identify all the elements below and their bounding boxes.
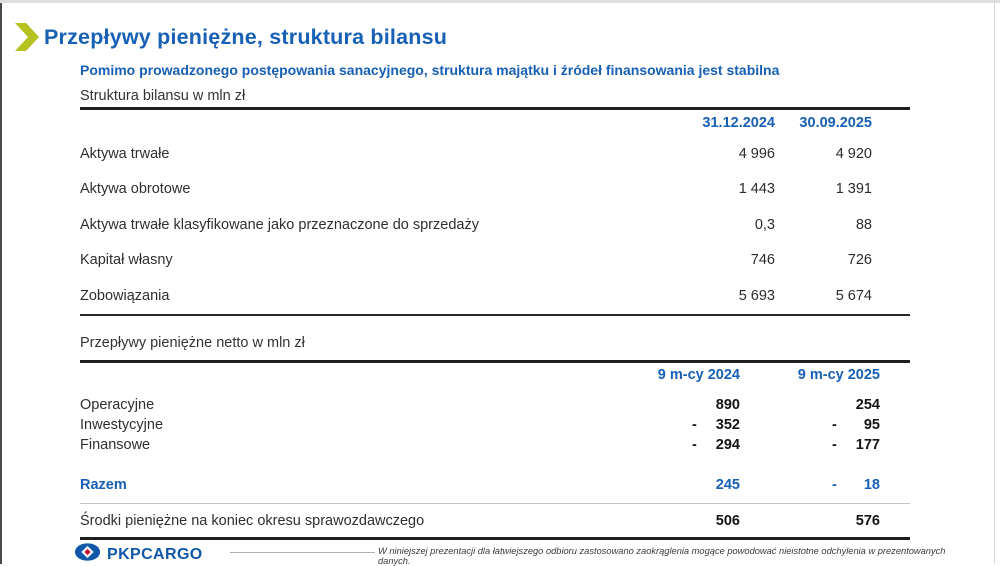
balance-header-row: 31.12.2024 30.09.2025 [80,110,910,136]
value-cell: -95 [832,417,880,433]
minus-sign: - [832,477,837,493]
table-rule [80,537,910,540]
value-cell: -177 [832,437,880,453]
column-header: 9 m-cy 2024 [657,367,740,383]
row-label: Razem [80,477,127,493]
row-label: Zobowiązania [80,287,170,304]
value-cell: 4 996 [738,145,775,162]
cashflow-header-row: 9 m-cy 2024 9 m-cy 2025 [80,363,910,387]
slide-footer: PKPCARGO W niniejszej prezentacji dla ła… [0,541,1000,566]
value-cell: 576 [855,512,880,529]
balance-table: 31.12.2024 30.09.2025 Aktywa trwałe 4 996… [80,107,910,316]
row-label: Inwestycyjne [80,417,164,433]
pkp-cargo-logo-icon [75,543,100,566]
balance-rows: Aktywa trwałe 4 996 4 920 Aktywa obrotowe 1 … [80,136,910,314]
value-cell: 1 391 [835,181,872,198]
column-header: 31.12.2024 [702,115,775,131]
table-row: Środki pieniężne na koniec okresu sprawo… [80,504,910,537]
table-row: Zobowiązania 5 693 5 674 [80,278,910,314]
frame-edge-right [994,0,995,564]
chevron-icon [14,22,40,52]
page-title: Przepływy pieniężne, struktura bilansu [44,24,448,49]
value-cell: 746 [750,252,775,269]
frame-edge-top [0,0,1000,3]
column-header: 30.09.2025 [799,115,872,131]
value-cell: 4 920 [835,145,872,162]
slide-header: Przepływy pieniężne, struktura bilansu [14,22,447,52]
value-cell: 726 [847,252,872,269]
pkp-cargo-logo: PKPCARGO [75,543,203,566]
cashflow-table-caption: Przepływy pieniężne netto w mln zł [80,335,305,351]
row-label: Środki pieniężne na koniec okresu sprawo… [80,512,425,529]
table-rule [80,107,910,110]
value-cell: 5 674 [835,287,872,304]
table-row: Aktywa obrotowe 1 443 1 391 [80,172,910,208]
minus-sign: - [692,417,697,433]
value-cell: 890 [715,397,740,413]
row-label: Aktywa obrotowe [80,181,191,198]
row-label: Finansowe [80,437,151,453]
table-row: Finansowe -294 -177 [80,435,910,455]
value-cell: -18 [832,477,880,493]
minus-sign: - [832,417,837,433]
table-row: Kapitał własny 746 726 [80,243,910,279]
closing-row-wrap: Środki pieniężne na koniec okresu sprawo… [80,504,910,537]
value-cell: -294 [692,437,740,453]
table-rule [80,313,910,316]
table-row: Aktywa trwałe klasyfikowane jako przezna… [80,207,910,243]
minus-sign: - [832,437,837,453]
row-label: Operacyjne [80,397,155,413]
column-header: 9 m-cy 2025 [797,367,880,383]
value-cell: 5 693 [738,287,775,304]
slide-subtitle: Pomimo prowadzonego postępowania sanacyj… [80,62,780,78]
table-row: Inwestycyjne -352 -95 [80,415,910,435]
balance-table-caption: Struktura bilansu w mln zł [80,88,246,104]
total-row-wrap: Razem 245 -18 [80,475,910,495]
pkp-cargo-logo-text: PKPCARGO [107,545,203,563]
table-rule [80,360,910,363]
value-cell: 1 443 [738,181,775,198]
minus-sign: - [692,437,697,453]
table-rule [80,503,910,504]
frame-edge-left [0,3,2,564]
value-cell: 88 [855,216,872,233]
row-label: Aktywa trwałe [80,145,170,162]
table-row: Aktywa trwałe 4 996 4 920 [80,136,910,172]
footer-divider [230,552,375,553]
value-cell: 0,3 [754,216,775,233]
value-cell: 254 [855,397,880,413]
value-cell: 245 [715,477,740,493]
value-cell: -352 [692,417,740,433]
value-cell: 506 [715,512,740,529]
cashflow-table: 9 m-cy 2024 9 m-cy 2025 Operacyjne 890 254… [80,360,910,540]
footer-disclaimer: W niniejszej prezentacji dla łatwiejszeg… [378,546,946,566]
table-row: Operacyjne 890 254 [80,395,910,415]
cashflow-rows: Operacyjne 890 254 Inwestycyjne -352 -95 Finan… [80,395,910,455]
row-label: Kapitał własny [80,252,173,269]
row-label: Aktywa trwałe klasyfikowane jako przezna… [80,216,479,233]
table-row: Razem 245 -18 [80,475,910,495]
